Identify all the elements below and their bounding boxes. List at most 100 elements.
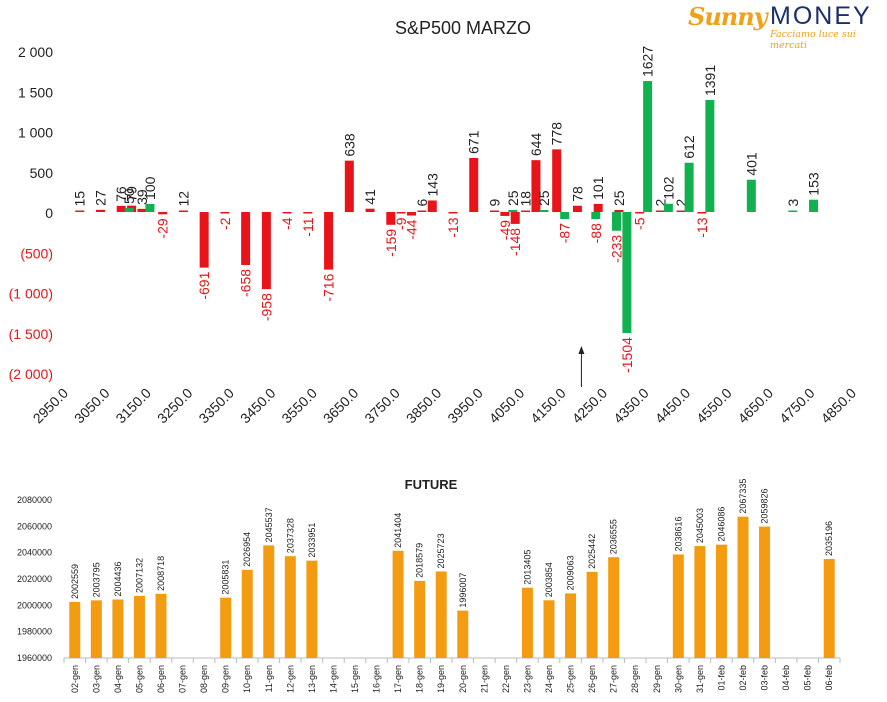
data-label: 2 [652, 199, 668, 207]
data-bar [586, 571, 598, 658]
x-tick-label: 3750.0 [361, 385, 403, 427]
data-bar [282, 212, 292, 214]
x-tick-label: 16-gen [372, 665, 382, 693]
data-label: 2007132 [134, 558, 144, 593]
data-bar [705, 100, 715, 212]
x-tick-label: 07-gen [178, 665, 188, 693]
data-bar [565, 593, 577, 658]
y-tick-label: 2080000 [17, 495, 52, 505]
data-bar [448, 212, 458, 214]
x-tick-label: 11-gen [264, 665, 274, 692]
data-label: 78 [569, 186, 585, 202]
data-bar [116, 205, 126, 212]
x-tick-label: 31-gen [695, 665, 705, 693]
y-tick-label: (2 000) [9, 366, 53, 382]
data-label: 2041404 [393, 513, 403, 548]
data-label: 153 [806, 172, 822, 196]
data-label: -5 [632, 217, 648, 230]
data-label: 2038616 [673, 516, 683, 551]
data-bar [823, 558, 835, 658]
data-label: 102 [660, 176, 676, 200]
data-label: 1996007 [458, 573, 468, 608]
x-tick-label: 18-gen [415, 665, 425, 693]
data-bar [500, 212, 510, 216]
y-tick-label: 1980000 [17, 627, 52, 637]
data-bar [572, 205, 582, 212]
x-tick-label: 4250.0 [569, 385, 611, 427]
x-tick-label: 22-gen [501, 665, 511, 693]
data-bar [521, 587, 533, 658]
data-label: 2046086 [716, 507, 726, 542]
x-tick-label: 03-gen [91, 665, 101, 693]
x-tick-label: 20-gen [458, 665, 468, 693]
data-bar [608, 557, 620, 658]
data-bar [241, 569, 253, 658]
future-chart: FUTURE 2080000 2060000 2040000 2020000 200000… [17, 477, 841, 693]
data-label: -233 [609, 235, 625, 263]
data-label: -29 [155, 218, 171, 238]
sunny-money-logo: Sunny MONEY Facciamo luce sui mercati [686, 2, 884, 51]
data-label: -148 [507, 228, 523, 256]
x-tick-label: 3250.0 [154, 385, 196, 427]
data-bar [612, 212, 622, 231]
x-tick-label: 01-feb [716, 665, 726, 691]
data-label: 100 [142, 176, 158, 200]
data-label: 2018579 [415, 543, 425, 578]
data-bar [178, 210, 188, 212]
data-label: -159 [383, 229, 399, 257]
data-label: -44 [404, 219, 420, 239]
data-label: 2045537 [264, 507, 274, 542]
data-bar [715, 544, 727, 658]
data-label: 143 [424, 173, 440, 197]
data-bar [414, 580, 426, 658]
data-label: 2025723 [436, 533, 446, 568]
data-bar [531, 160, 541, 212]
x-tick-label: 3150.0 [112, 385, 154, 427]
x-tick-label: 05-gen [134, 665, 144, 693]
data-bar [75, 210, 85, 212]
x-tick-label: 29-gen [652, 665, 662, 693]
data-label: -13 [445, 217, 461, 237]
data-label: -11 [300, 217, 316, 236]
data-bar [241, 212, 251, 265]
data-bar [158, 212, 168, 215]
data-label: 638 [341, 133, 357, 157]
data-bar [124, 207, 134, 212]
data-label: 41 [362, 189, 378, 205]
data-bar [95, 209, 105, 212]
data-bar [614, 209, 624, 212]
data-bar [676, 210, 686, 212]
data-label: -658 [238, 269, 254, 297]
data-label: 12 [175, 191, 191, 207]
data-bar [137, 208, 147, 212]
data-bar [386, 212, 396, 225]
x-tick-label: 03-feb [760, 665, 770, 691]
x-tick-label: 4550.0 [693, 385, 735, 427]
data-label: 2045003 [695, 508, 705, 543]
data-label: -13 [694, 217, 710, 237]
x-tick-label: 02-gen [70, 665, 80, 693]
data-bar [591, 212, 601, 220]
data-bar [90, 600, 102, 658]
x-tick-label: 14-gen [328, 665, 338, 693]
x-tick-label: 4450.0 [652, 385, 694, 427]
x-tick-label: 06-feb [824, 665, 834, 691]
data-bar [220, 212, 230, 214]
x-tick-label: 4850.0 [818, 385, 860, 427]
data-bar [622, 212, 632, 334]
x-tick-label: 3950.0 [444, 385, 486, 427]
data-label: 401 [743, 152, 759, 176]
data-label: 2005831 [221, 560, 231, 595]
data-bar [112, 599, 124, 658]
data-bar [521, 210, 531, 212]
data-label: 76 [113, 186, 129, 202]
x-tick-label: 3050.0 [71, 385, 113, 427]
data-bar [663, 203, 673, 212]
data-label: 2002559 [70, 564, 80, 599]
data-label: 2067335 [738, 479, 748, 514]
data-bar [344, 160, 354, 212]
logo-tagline: Facciamo luce sui mercati [770, 29, 856, 51]
x-tick-label: 3450.0 [237, 385, 279, 427]
data-bar [737, 516, 749, 658]
